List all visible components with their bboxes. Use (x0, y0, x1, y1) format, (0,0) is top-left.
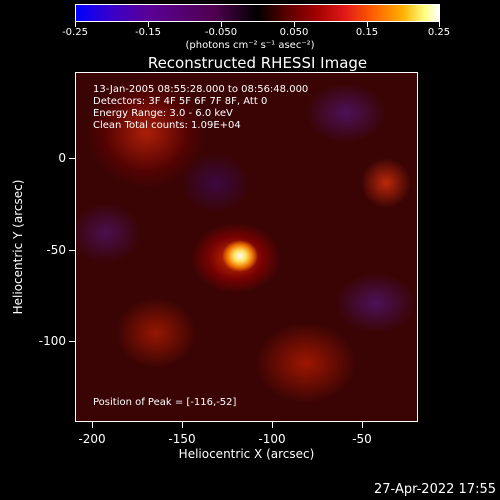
info-detectors: Detectors: 3F 4F 5F 6F 7F 8F, Att 0 (93, 96, 268, 107)
info-energy-range: Energy Range: 3.0 - 6.0 keV (93, 108, 233, 119)
x-tick-label: -200 (78, 432, 106, 446)
colorbar-tick (148, 22, 149, 27)
colorbar-unit: (photons cm⁻² s⁻¹ asec⁻²) (185, 40, 315, 51)
colorbar-tick (75, 22, 76, 27)
x-axis-label: Heliocentric X (arcsec) (178, 447, 315, 461)
x-tick (182, 422, 183, 428)
colorbar-tick (221, 22, 222, 27)
x-tick (272, 422, 273, 428)
x-tick-label: -150 (168, 432, 196, 446)
y-tick (69, 341, 75, 342)
rhessi-image (75, 72, 418, 422)
colorbar-tick-label: 0.050 (279, 27, 309, 38)
x-tick-label: -50 (352, 432, 372, 446)
x-tick (92, 422, 93, 428)
y-tick-label: 0 (58, 151, 66, 165)
info-clean-counts: Clean Total counts: 1.09E+04 (93, 120, 241, 131)
x-tick (362, 422, 363, 428)
x-tick-label: -100 (258, 432, 286, 446)
colorbar-tick-label: 0.15 (355, 27, 379, 38)
peak-position: Position of Peak = [-116,-52] (93, 397, 237, 408)
colorbar-tick-label: -0.15 (135, 27, 161, 38)
colorbar-tick (294, 22, 295, 27)
image-title: Reconstructed RHESSI Image (147, 54, 368, 72)
colorbar-tick-label: -0.050 (204, 27, 238, 38)
y-tick (69, 158, 75, 159)
colorbar (75, 4, 440, 22)
colorbar-tick (367, 22, 368, 27)
y-tick-label: -100 (38, 334, 66, 348)
colorbar-tick-label: -0.25 (62, 27, 88, 38)
colorbar-tick-label: 0.25 (427, 27, 451, 38)
y-tick (69, 250, 75, 251)
timestamp: 27-Apr-2022 17:55 (374, 482, 496, 497)
y-tick-label: -50 (46, 243, 66, 257)
colorbar-tick (439, 22, 440, 27)
y-axis-label: Heliocentric Y (arcsec) (11, 179, 25, 315)
info-time-range: 13-Jan-2005 08:55:28.000 to 08:56:48.000 (93, 84, 309, 95)
